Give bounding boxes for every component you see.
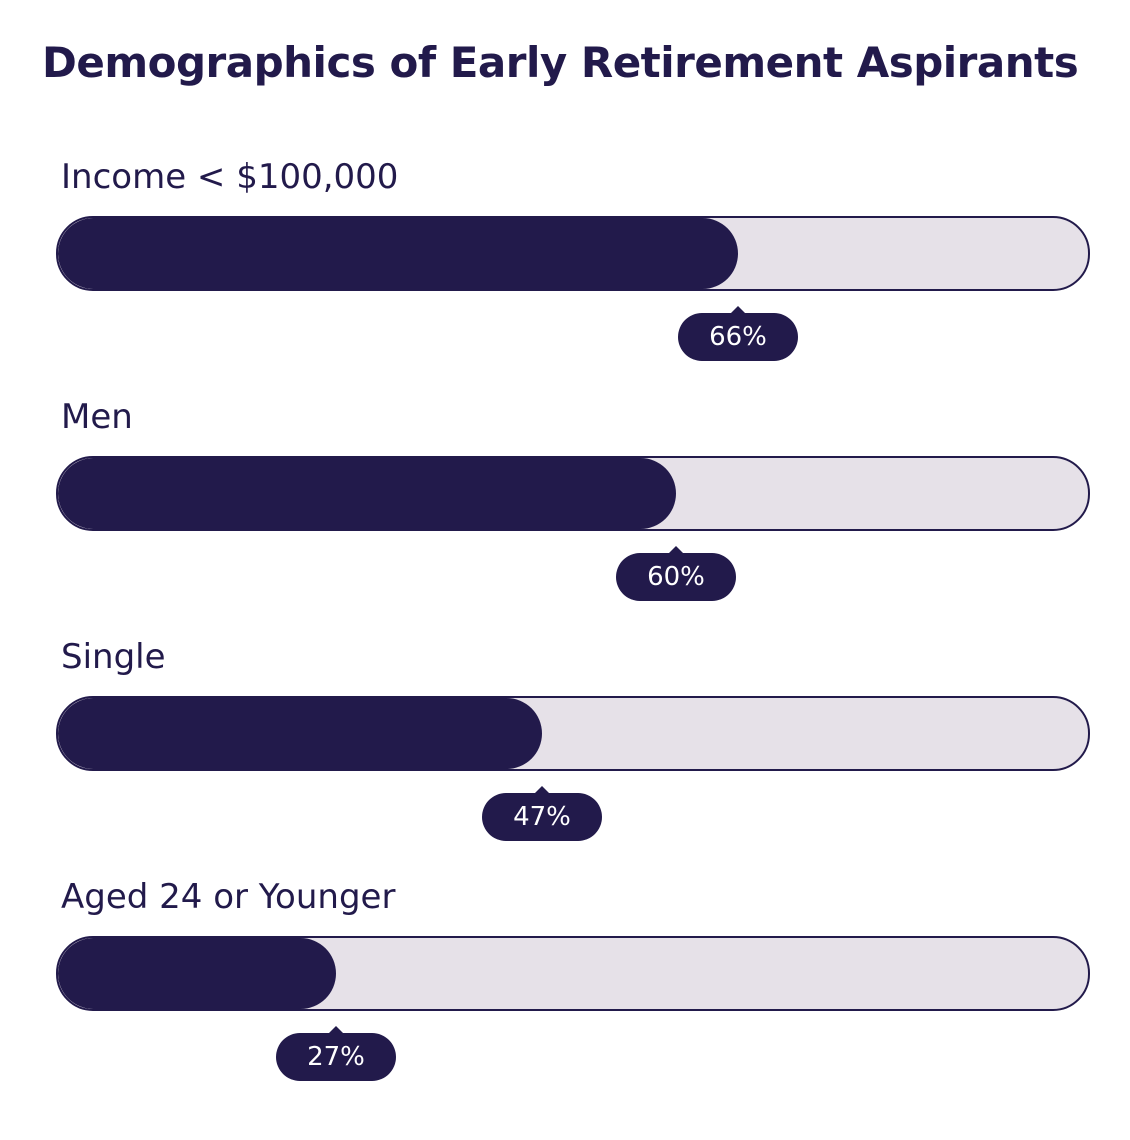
bar-row: Income < $100,000 66% [0,155,1130,395]
value-badge: 47% [482,786,602,841]
value-badge: 60% [616,546,736,601]
data-label: 47% [513,802,571,832]
badge-pointer-icon [668,546,684,554]
bar-track [56,696,1090,771]
bar-track [56,456,1090,531]
value-badge: 66% [678,306,798,361]
data-label: 60% [647,562,705,592]
bar [58,458,676,529]
chart-title: Demographics of Early Retirement Aspiran… [42,38,1079,87]
badge-pointer-icon [730,306,746,314]
category-label: Income < $100,000 [61,157,399,197]
bar-track [56,936,1090,1011]
bar [58,218,738,289]
bar-row: Single 47% [0,635,1130,875]
category-label: Men [61,397,133,437]
bar-track [56,216,1090,291]
badge-pointer-icon [328,1026,344,1034]
bar [58,698,542,769]
value-badge: 27% [276,1026,396,1081]
bar [58,938,336,1009]
data-label: 27% [307,1042,365,1072]
category-label: Single [61,637,166,677]
bar-row: Aged 24 or Younger 27% [0,875,1130,1115]
bar-row: Men 60% [0,395,1130,635]
badge-pointer-icon [534,786,550,794]
category-label: Aged 24 or Younger [61,877,396,917]
data-label: 66% [709,322,767,352]
